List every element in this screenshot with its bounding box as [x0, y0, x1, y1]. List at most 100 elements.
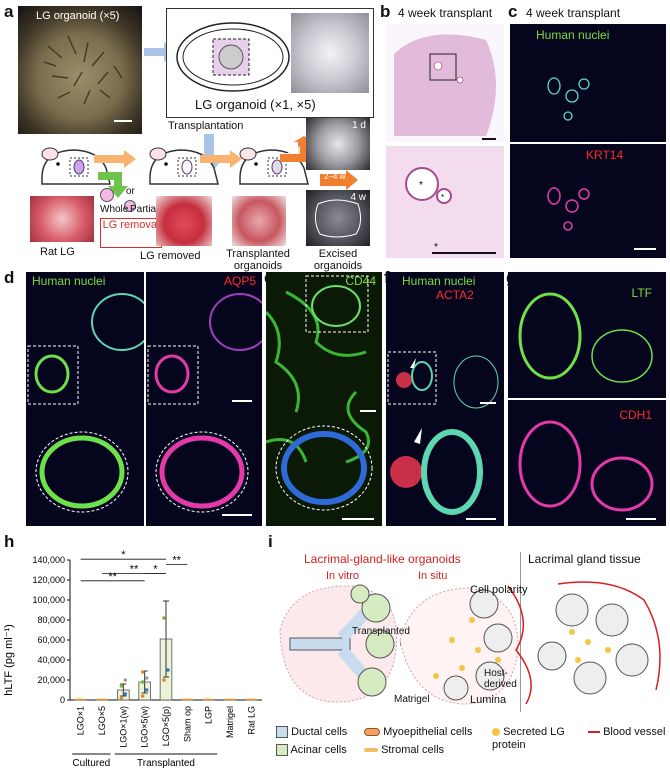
panel-i-legend: Ductal cells Acinar cells Myoepithelial … [272, 724, 668, 768]
category-label: LGO×5 [97, 706, 107, 735]
panel-d-left-drawing [27, 293, 144, 513]
scale-bar [360, 410, 376, 412]
scale-bar [626, 518, 656, 520]
rat-lg-photo [30, 196, 94, 242]
data-point [119, 684, 124, 688]
organoid-closeup-photo [291, 13, 369, 93]
transplantation-label: Transplantation [168, 120, 244, 132]
legend-ductal: Ductal cells [276, 726, 347, 739]
chart-category-labels: LGO×1 LGO×5 LGO×1(w) LGO×5(w) LGO×5(p) Sham o… [76, 706, 257, 748]
ductal-cell-icon [276, 726, 288, 739]
data-point [140, 694, 145, 698]
y-tick-label: 140,000 [32, 555, 65, 565]
secreted-protein-icon [492, 728, 500, 737]
ltf-micrograph: LTF [508, 272, 666, 398]
organoid-box: LG organoid (×1, ×5) [166, 8, 374, 118]
group-label: Transplanted [137, 758, 195, 769]
in-situ-label: In situ [418, 570, 448, 582]
data-point [144, 688, 149, 692]
nuclei-rings [547, 77, 590, 121]
data-point [166, 668, 170, 672]
panel-e-drawing [266, 275, 376, 520]
hltf-bar-chart: 0 20,000 40,000 60,000 80,000 100,000 120,000 1… [3, 549, 262, 769]
he-zoom-drawing: * * * [405, 167, 496, 254]
data-point [140, 670, 145, 674]
excised-outline [314, 199, 362, 238]
data-point [123, 692, 128, 696]
scale-bar [634, 248, 656, 250]
he-overview-drawing [394, 34, 496, 140]
stain-cdh1: CDH1 [619, 408, 652, 422]
y-tick-label: 120,000 [32, 575, 65, 585]
orange-arrow-1d [280, 136, 314, 162]
rat-illustration-1 [41, 147, 111, 185]
svg-text:*: * [434, 242, 438, 253]
category-label: LGO×5(w) [140, 706, 150, 748]
lg-removed-label: LG removed [140, 250, 201, 262]
acta2-micrograph: Human nuclei ACTA2 [386, 272, 504, 526]
rat-lg-label: Rat LG [40, 246, 75, 258]
orange-arrow-week [320, 170, 358, 190]
y-tick-label: 40,000 [37, 655, 65, 665]
svg-text:*: * [441, 193, 444, 202]
data-point [119, 696, 124, 700]
partial-icon [124, 200, 136, 212]
svg-text:*: * [419, 180, 423, 191]
day1-photo-label: 1 d [352, 120, 366, 131]
arrow-icon [410, 358, 416, 368]
panel-b-title: 4 week transplant [398, 6, 493, 20]
whole-label: Whole [100, 204, 129, 215]
partial-label: Partial [130, 204, 159, 215]
panel-d-right-drawing [147, 293, 262, 516]
y-tick-label: 100,000 [32, 595, 65, 605]
panel-label-i: i [268, 532, 273, 551]
section-divider [520, 552, 521, 712]
panel-c-title: 4 week transplant [526, 6, 621, 20]
lumina-label: Lumina [470, 694, 507, 706]
panel-label-b: b [380, 2, 391, 21]
data-point [144, 676, 149, 680]
cell-polarity-label: Cell polarity [470, 584, 528, 596]
significance-label: ** [130, 564, 139, 576]
transplanted-label: Transplanted organoids [226, 248, 290, 272]
significance-label: ** [172, 554, 181, 566]
host-derived-label: Host-derived [484, 668, 517, 690]
chart-groups: Cultured Transplanted [72, 753, 218, 769]
panel-f-drawing [387, 351, 499, 520]
scale-bar [342, 518, 374, 520]
week-range-label: 2–4 w [324, 172, 346, 181]
cdh1-micrograph: CDH1 [508, 400, 666, 526]
he-stain-overview [386, 24, 504, 142]
group-label: Cultured [72, 758, 110, 769]
organoid-top-label: LG organoid (×5) [36, 10, 120, 22]
legend-stromal: Stromal cells [364, 744, 444, 756]
data-point [140, 680, 145, 684]
lg-removal-box: LG removal [100, 218, 162, 248]
organoid-schematic [279, 581, 661, 705]
stain-aqp5: AQP5 [223, 274, 256, 288]
scale-bar [482, 138, 496, 140]
y-tick-label: 80,000 [37, 615, 65, 625]
data-point [162, 616, 166, 620]
stain-human-nuclei-c: Human nuclei [536, 28, 610, 42]
panel-g-bottom-drawing [518, 420, 656, 520]
scale-bar [114, 120, 132, 122]
legend-myoepithelial: Myoepithelial cells [364, 726, 472, 738]
day1-photo: 1 d [306, 118, 370, 170]
scale-bar [222, 514, 252, 516]
panel-label-a: a [4, 2, 14, 21]
y-tick-label: 0 [60, 695, 65, 705]
category-label: Sham op [182, 706, 192, 742]
data-point [123, 678, 128, 682]
arrow-lg-removal [98, 172, 128, 198]
panel-g-top-drawing [518, 292, 653, 383]
significance-label: * [121, 549, 126, 561]
category-label: LGO×1(w) [118, 706, 128, 748]
week4-photo: 4 w [306, 190, 370, 246]
category-label: LGO×1 [76, 706, 86, 735]
matrigel-label: Matrigel [394, 694, 430, 705]
chart-ticks: 0 20,000 40,000 60,000 80,000 100,000 120,000 1… [32, 555, 70, 705]
stain-cd44: CD44 [345, 274, 376, 288]
blood-vessel-icon [588, 731, 600, 734]
acinar-cell-icon [276, 744, 288, 757]
